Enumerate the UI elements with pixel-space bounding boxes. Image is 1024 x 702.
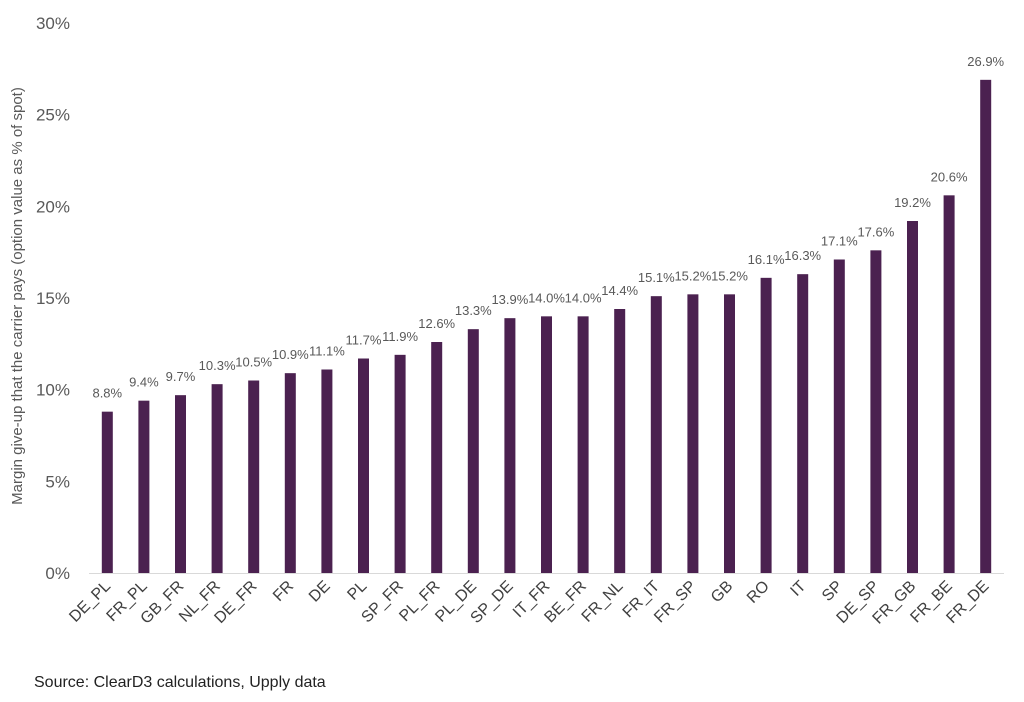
data-label: 8.8% xyxy=(92,386,122,401)
data-label: 20.6% xyxy=(931,169,968,184)
y-axis-title: Margin give-up that the carrier pays (op… xyxy=(9,87,26,505)
bar xyxy=(467,329,479,573)
data-label: 12.6% xyxy=(418,316,455,331)
category-label: DE_PL xyxy=(66,578,114,626)
bar xyxy=(248,380,260,573)
bar xyxy=(907,221,918,573)
category-label: DE xyxy=(306,578,334,606)
bar xyxy=(760,277,772,573)
data-label: 16.3% xyxy=(784,248,821,263)
bar xyxy=(394,354,406,573)
data-label: 15.2% xyxy=(674,268,711,283)
bar xyxy=(650,296,662,573)
data-label: 14.0% xyxy=(528,290,565,305)
bar xyxy=(943,195,955,574)
data-label: 13.9% xyxy=(491,292,528,307)
data-label: 19.2% xyxy=(894,195,931,210)
category-label: FR xyxy=(270,578,297,605)
data-label: 15.1% xyxy=(638,270,675,285)
data-label: 11.7% xyxy=(346,333,382,348)
y-tick-label: 20% xyxy=(36,197,70,216)
source-note: Source: ClearD3 calculations, Upply data xyxy=(34,674,326,691)
y-tick-label: 30% xyxy=(36,14,70,33)
bar xyxy=(138,400,150,573)
y-tick-label: 15% xyxy=(36,289,70,308)
data-label: 10.9% xyxy=(272,347,309,362)
y-tick-label: 0% xyxy=(45,564,70,583)
category-label: RO xyxy=(744,578,773,607)
bar xyxy=(321,369,333,573)
bar xyxy=(284,373,296,573)
data-label: 14.4% xyxy=(601,283,638,298)
bar xyxy=(614,309,626,573)
data-label: 9.4% xyxy=(129,375,159,390)
bar xyxy=(724,294,735,573)
data-label: 10.5% xyxy=(235,355,272,370)
category-label: SP_FR xyxy=(358,578,406,626)
data-label: 11.9% xyxy=(382,329,418,344)
bar xyxy=(101,411,113,573)
data-label: 17.1% xyxy=(821,234,858,249)
data-label: 9.7% xyxy=(166,369,196,384)
data-label: 17.6% xyxy=(857,224,894,239)
y-tick-label: 5% xyxy=(45,472,70,491)
bar xyxy=(504,318,516,573)
data-label: 14.0% xyxy=(565,290,602,305)
category-label: GB xyxy=(708,578,736,606)
bar xyxy=(797,274,809,573)
category-label: FR_SP xyxy=(651,578,699,626)
bar xyxy=(175,395,186,573)
bar xyxy=(833,259,845,573)
data-label: 13.3% xyxy=(455,303,492,318)
category-label: PL xyxy=(344,578,370,604)
category-label: IT xyxy=(787,578,809,600)
data-label: 10.3% xyxy=(199,358,236,373)
bar xyxy=(358,358,369,573)
bar xyxy=(577,316,589,573)
bar xyxy=(870,250,882,574)
data-label: 11.1% xyxy=(309,344,345,359)
data-label: 15.2% xyxy=(711,268,748,283)
category-label: FR_NL xyxy=(579,578,627,626)
data-label: 26.9% xyxy=(967,54,1004,69)
bar xyxy=(211,384,223,573)
category-label: SP xyxy=(819,578,846,605)
y-tick-label: 25% xyxy=(36,106,70,125)
bar xyxy=(541,316,552,573)
bar xyxy=(431,342,443,573)
data-label: 16.1% xyxy=(748,252,785,267)
y-tick-label: 10% xyxy=(36,381,70,400)
bar-chart: 0% 5% 10% 15% 20% 25% 30% Margin give-up that t… xyxy=(9,14,1005,628)
bar xyxy=(980,79,992,573)
bar xyxy=(687,294,699,573)
